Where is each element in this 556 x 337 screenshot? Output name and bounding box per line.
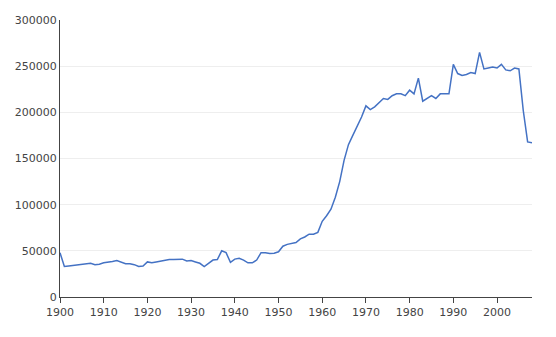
svg-text:200000: 200000 [15,106,57,119]
svg-text:300000: 300000 [15,14,57,27]
svg-text:0: 0 [50,291,57,304]
svg-text:2000: 2000 [483,306,511,319]
svg-text:1990: 1990 [439,306,467,319]
svg-text:1980: 1980 [396,306,424,319]
svg-text:150000: 150000 [15,152,57,165]
svg-text:1920: 1920 [133,306,161,319]
svg-text:1950: 1950 [265,306,293,319]
svg-text:1970: 1970 [352,306,380,319]
svg-text:1940: 1940 [221,306,249,319]
svg-text:1900: 1900 [46,306,74,319]
svg-text:250000: 250000 [15,60,57,73]
svg-text:100000: 100000 [15,199,57,212]
svg-text:50000: 50000 [22,245,57,258]
svg-text:1910: 1910 [90,306,118,319]
svg-text:1930: 1930 [177,306,205,319]
svg-text:1960: 1960 [308,306,336,319]
